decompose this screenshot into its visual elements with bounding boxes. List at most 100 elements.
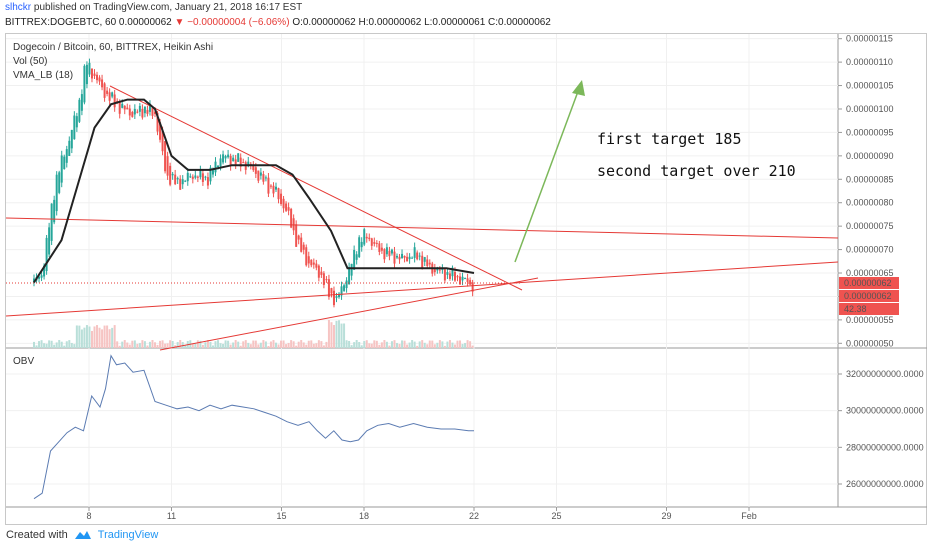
candle-body [383,249,386,260]
candle-body [60,155,63,183]
volume-bar [375,340,378,348]
candle-body [365,236,368,239]
volume-bar [436,342,439,348]
candle-body [189,176,192,178]
candle-body [85,64,88,85]
author-link[interactable]: slhckr [5,2,32,13]
volume-bar [277,344,280,348]
volume-bar [469,341,472,348]
volume-bar [390,341,393,348]
green-arrow [514,80,585,263]
volume-bar [154,342,156,348]
candle-body [310,259,313,266]
volume-bar [128,344,131,348]
second-target-text: second target over 210 [597,162,796,180]
candle-body [267,177,270,194]
trendline [5,217,839,239]
candle-body [282,198,285,209]
candle-body [375,242,378,244]
volume-bar [244,340,247,348]
candle-body [191,176,194,179]
candle-body [350,263,353,276]
candle-body [45,237,48,272]
volume-bar [138,343,141,348]
candle-body [287,207,290,211]
candle-body [50,203,53,241]
volume-bar [45,343,48,348]
volume-bar [348,340,351,348]
volume-bar [315,343,318,348]
volume-bar [133,340,136,348]
obv-y-tick-label: 30000000000.0000 [846,406,924,416]
y-tick-label: 0.00000055 [846,315,894,325]
volume-bar [471,345,474,348]
price-label-bg [839,277,899,289]
candle-body [459,276,462,285]
candle-body [466,278,469,282]
candle-body [327,279,330,297]
x-tick-label: Feb [741,511,757,521]
volume-bar [126,342,129,348]
volume-bar [63,345,66,348]
volume-bar [55,342,58,348]
volume-bar [103,325,106,348]
volume-bar [433,344,436,348]
candle-body [171,173,174,176]
candle-body [159,122,162,140]
candle-body [156,112,159,132]
candle-body [254,167,257,174]
chart-frame [5,33,927,525]
volume-bar [262,340,265,348]
candle-body [78,99,81,122]
obv-line [33,354,474,500]
candle-body [70,129,73,149]
volume-bar [443,345,446,348]
candle-body [332,290,335,306]
candle-body [421,255,424,268]
y-tick-label: 0.00000065 [846,268,894,278]
volume-bar [85,325,88,348]
candle-body [380,247,383,251]
y-tick-label: 0.00000075 [846,221,894,231]
x-tick-label: 18 [359,511,369,521]
candle-body [345,280,348,289]
candle-body [214,161,217,173]
vol-legend: Vol (50) [13,56,47,67]
tradingview-brand[interactable]: TradingView [97,529,159,541]
candle-body [206,177,209,186]
footer: Created with TradingView [6,529,158,541]
candle-body [433,268,436,273]
candle-body [305,247,308,266]
candle-body [269,185,272,187]
volume-bar [75,325,78,348]
candle-body [108,92,111,101]
trendline [5,261,839,317]
volume-bar [191,343,194,348]
candle-body [385,247,388,255]
volume-bar [166,343,169,348]
candle-body [456,276,459,278]
candle-body [272,185,275,194]
candle-body [68,140,71,156]
candle-body [211,170,214,175]
volume-bar [211,345,214,348]
volume-bar [234,340,237,348]
volume-bar [242,341,245,348]
candle-body [121,103,124,108]
candle-body [302,244,305,250]
volume-bar [96,325,99,348]
candle-body [63,156,66,170]
volume-bar [83,327,86,348]
y-tick-label: 0.00000110 [846,57,893,67]
candle-body [411,257,414,259]
candle-body [416,252,419,260]
volume-bar [338,320,341,348]
candle-body [471,282,474,292]
candle-body [312,262,315,265]
candle-body [222,154,225,163]
candle-body [292,218,295,231]
candle-body [33,278,35,283]
volume-bar [80,329,83,348]
volume-bar [106,325,109,348]
